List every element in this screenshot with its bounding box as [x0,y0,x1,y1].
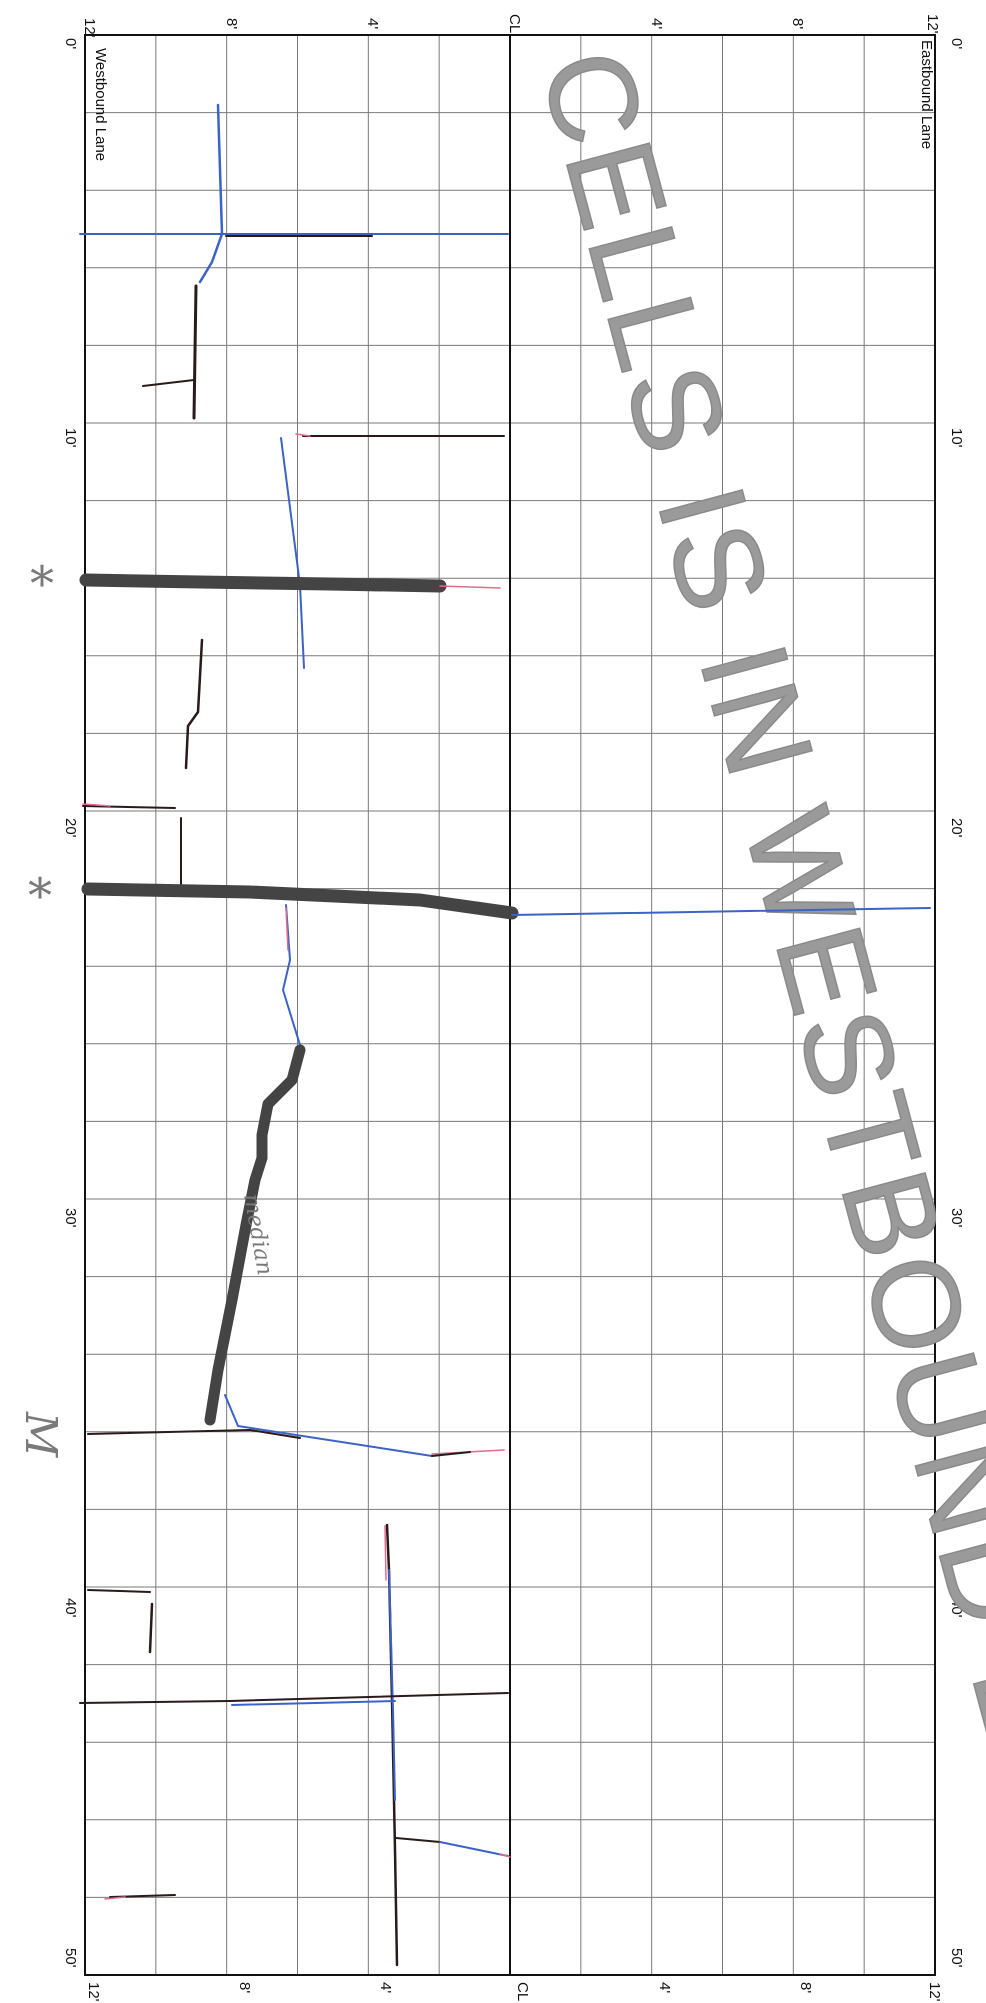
asterisk-mark: * [30,556,54,612]
length-label-east: 0' [948,38,965,49]
marker-crack-1 [79,573,447,593]
length-label-west: 20' [62,818,79,838]
median-marker-crack [204,1044,306,1426]
bottom-axis-label: CL [514,1982,531,2001]
asterisk-mark: * [28,868,52,924]
length-label-east: 50' [948,1948,965,1968]
pink-crack [104,1896,126,1900]
top-axis-label: 12' [81,18,98,38]
top-axis-label: 8' [789,18,806,29]
length-label-east: 20' [948,818,965,838]
black-crack [87,1589,151,1593]
pink-crack [82,803,111,807]
bottom-axis-label: 4' [377,1982,394,1993]
length-label-west: 50' [62,1948,79,1968]
black-crack [395,1837,441,1843]
black-crack [431,1451,471,1457]
bottom-axis-label: 12' [85,1982,102,2002]
black-crack [142,379,195,387]
black-crack [192,284,198,420]
bottom-axis: 12' 8' 4' CL 4' 8' 12' [85,1982,943,2002]
length-axis-east: 0' 10' 20' 30' 40' 50' [948,38,965,1968]
crack-markings [79,103,931,1967]
length-label-west: 10' [62,428,79,448]
pink-crack [384,1525,387,1581]
top-axis-label: 8' [223,18,240,29]
top-axis-label: CL [506,14,523,33]
marker-crack-2 [81,882,519,920]
black-crack [385,1523,399,1967]
black-crack [79,1692,509,1704]
blue-crack [198,103,224,284]
pink-crack [439,585,501,589]
black-crack [184,638,204,770]
length-label-west: 40' [62,1598,79,1618]
pink-crack [295,433,311,437]
bottom-axis-label: 8' [797,1982,814,1993]
top-axis-label: 12' [924,14,941,34]
black-crack [87,1429,301,1439]
eastbound-lane-title: Eastbound Lane [918,40,935,149]
blue-crack [439,1841,509,1857]
black-crack [109,1894,176,1898]
length-label-east: 10' [948,428,965,448]
margin-mark: M [15,1411,66,1458]
length-label-west: 0' [62,38,79,49]
top-axis-label: 4' [364,18,381,29]
pink-crack [499,1853,511,1858]
bottom-axis-label: 4' [656,1982,673,1993]
length-label-east: 30' [948,1208,965,1228]
bottom-axis-label: 12' [926,1982,943,2002]
blue-crack [224,1394,433,1457]
cells-in-westbound-lane-banner: CELLS IS IN WESTBOUND LANE [514,36,986,2003]
black-crack [148,1602,154,1654]
top-axis-label: 4' [648,18,665,29]
blue-crack [231,1700,396,1706]
top-axis: 12' 8' 4' CL 4' 8' 12' [81,14,941,38]
blue-crack [280,437,305,669]
length-label-east: 40' [948,1598,965,1618]
length-axis-west: 0' 10' 20' 30' 40' 50' [62,38,79,1968]
westbound-lane-title: Westbound Lane [92,48,109,161]
blue-crack [388,1569,396,1801]
pink-crack [285,907,289,951]
black-crack [82,805,176,809]
blue-crack [282,904,301,1046]
blue-crack [511,907,931,916]
bottom-axis-label: 8' [236,1982,253,1993]
length-label-west: 30' [62,1208,79,1228]
sheet-border [84,34,936,1976]
